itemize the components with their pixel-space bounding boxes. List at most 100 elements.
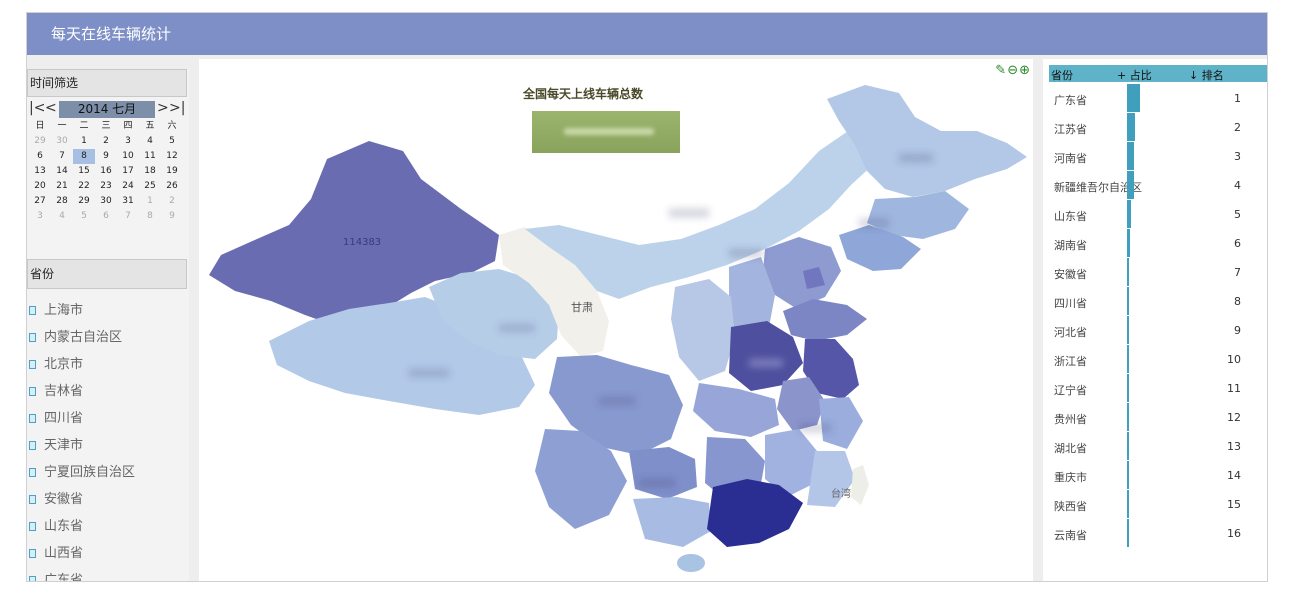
calendar-day[interactable]: 9 bbox=[169, 211, 175, 221]
region-yunnan[interactable] bbox=[535, 429, 627, 529]
region-jilin[interactable] bbox=[867, 191, 969, 239]
region-jiangxi[interactable] bbox=[765, 429, 817, 497]
calendar-day[interactable]: 7 bbox=[125, 211, 131, 221]
calendar-day[interactable]: 19 bbox=[166, 166, 178, 176]
region-inner-mongolia[interactable] bbox=[525, 115, 905, 299]
table-row[interactable]: 陕西省 15 bbox=[1049, 490, 1267, 519]
calendar-day[interactable]: 8 bbox=[73, 149, 95, 164]
table-row[interactable]: 云南省 16 bbox=[1049, 519, 1267, 548]
region-beijing[interactable] bbox=[803, 267, 825, 289]
table-row[interactable]: 新疆维吾尔自治区 4 bbox=[1049, 171, 1267, 200]
calendar-day[interactable]: 25 bbox=[144, 181, 156, 191]
calendar-day[interactable]: 3 bbox=[125, 136, 131, 146]
region-heilongjiang[interactable] bbox=[827, 85, 1027, 197]
region-zhejiang[interactable] bbox=[819, 397, 863, 449]
calendar-day[interactable]: 12 bbox=[166, 151, 178, 161]
province-list-item[interactable]: 上海市 bbox=[27, 297, 187, 324]
region-jiangsu[interactable] bbox=[803, 339, 859, 399]
region-taiwan[interactable] bbox=[851, 465, 869, 505]
edit-icon[interactable]: ✎ bbox=[995, 63, 1008, 78]
calendar-day[interactable]: 11 bbox=[144, 151, 156, 161]
table-row[interactable]: 河北省 9 bbox=[1049, 316, 1267, 345]
calendar-day[interactable]: 16 bbox=[100, 166, 112, 176]
column-header-share[interactable]: + 占比 bbox=[1117, 69, 1152, 82]
calendar-day[interactable]: 7 bbox=[59, 151, 65, 161]
column-header-rank[interactable]: ↓ 排名 bbox=[1189, 69, 1224, 82]
column-header-province[interactable]: 省份 bbox=[1051, 69, 1073, 82]
first-page-icon[interactable]: |< bbox=[29, 100, 46, 116]
province-list-item[interactable]: 宁夏回族自治区 bbox=[27, 459, 187, 486]
calendar-day[interactable]: 1 bbox=[81, 136, 87, 146]
province-list-item[interactable]: 内蒙古自治区 bbox=[27, 324, 187, 351]
calendar-day[interactable]: 30 bbox=[56, 136, 68, 146]
region-gansu[interactable] bbox=[499, 227, 609, 357]
region-qinghai[interactable] bbox=[429, 269, 559, 359]
province-list-item[interactable]: 安徽省 bbox=[27, 486, 187, 513]
table-row[interactable]: 湖南省 6 bbox=[1049, 229, 1267, 258]
calendar-day[interactable]: 10 bbox=[122, 151, 134, 161]
region-shanxi[interactable] bbox=[729, 257, 775, 341]
province-list-item[interactable]: 北京市 bbox=[27, 351, 187, 378]
calendar-day[interactable]: 2 bbox=[169, 196, 175, 206]
table-row[interactable]: 浙江省 10 bbox=[1049, 345, 1267, 374]
region-shandong[interactable] bbox=[783, 299, 867, 341]
calendar-day[interactable]: 2 bbox=[103, 136, 109, 146]
prev-month-icon[interactable]: < bbox=[45, 100, 57, 116]
month-label[interactable]: 2014 七月 bbox=[59, 101, 155, 118]
table-row[interactable]: 辽宁省 11 bbox=[1049, 374, 1267, 403]
calendar-day[interactable]: 20 bbox=[34, 181, 46, 191]
region-hainan[interactable] bbox=[677, 554, 705, 572]
calendar-day[interactable]: 17 bbox=[122, 166, 134, 176]
table-row[interactable]: 重庆市 14 bbox=[1049, 461, 1267, 490]
province-list-item[interactable]: 山西省 bbox=[27, 540, 187, 567]
calendar-day[interactable]: 5 bbox=[81, 211, 87, 221]
last-page-icon[interactable]: >| bbox=[169, 100, 186, 116]
calendar-day[interactable]: 23 bbox=[100, 181, 112, 191]
province-list-item[interactable]: 吉林省 bbox=[27, 378, 187, 405]
table-row[interactable]: 湖北省 13 bbox=[1049, 432, 1267, 461]
table-row[interactable]: 安徽省 7 bbox=[1049, 258, 1267, 287]
region-hubei[interactable] bbox=[693, 383, 779, 437]
province-list-item[interactable]: 广东省 bbox=[27, 567, 187, 581]
region-fujian[interactable] bbox=[807, 451, 855, 507]
table-row[interactable]: 山东省 5 bbox=[1049, 200, 1267, 229]
region-guangdong[interactable] bbox=[707, 479, 803, 547]
table-row[interactable]: 贵州省 12 bbox=[1049, 403, 1267, 432]
region-liaoning[interactable] bbox=[839, 225, 921, 271]
calendar-day[interactable]: 9 bbox=[103, 151, 109, 161]
calendar-day[interactable]: 18 bbox=[144, 166, 156, 176]
region-hebei[interactable] bbox=[763, 237, 841, 309]
calendar-day[interactable]: 29 bbox=[78, 196, 90, 206]
province-list-item[interactable]: 四川省 bbox=[27, 405, 187, 432]
region-shaanxi[interactable] bbox=[671, 279, 735, 381]
region-henan[interactable] bbox=[729, 321, 803, 391]
calendar-day[interactable]: 13 bbox=[34, 166, 46, 176]
calendar-day[interactable]: 1 bbox=[147, 196, 153, 206]
calendar-day[interactable]: 21 bbox=[56, 181, 68, 191]
calendar-day[interactable]: 31 bbox=[122, 196, 134, 206]
calendar-day[interactable]: 27 bbox=[34, 196, 46, 206]
province-list-item[interactable]: 天津市 bbox=[27, 432, 187, 459]
calendar-day[interactable]: 29 bbox=[34, 136, 46, 146]
calendar-day[interactable]: 28 bbox=[56, 196, 68, 206]
region-guizhou[interactable] bbox=[629, 447, 697, 499]
next-month-icon[interactable]: > bbox=[157, 100, 169, 116]
region-anhui[interactable] bbox=[777, 377, 825, 431]
calendar-day[interactable]: 4 bbox=[147, 136, 153, 146]
province-list-item[interactable]: 山东省 bbox=[27, 513, 187, 540]
region-guangxi[interactable] bbox=[633, 497, 711, 547]
calendar-day[interactable]: 15 bbox=[78, 166, 90, 176]
table-row[interactable]: 江苏省 2 bbox=[1049, 113, 1267, 142]
table-row[interactable]: 广东省 1 bbox=[1049, 84, 1267, 113]
calendar-day[interactable]: 6 bbox=[103, 211, 109, 221]
calendar-day[interactable]: 26 bbox=[166, 181, 178, 191]
table-row[interactable]: 四川省 8 bbox=[1049, 287, 1267, 316]
calendar-day[interactable]: 8 bbox=[147, 211, 153, 221]
calendar-day[interactable]: 30 bbox=[100, 196, 112, 206]
region-xinjiang[interactable] bbox=[209, 141, 499, 327]
calendar-day[interactable]: 3 bbox=[37, 211, 43, 221]
zoom-in-icon[interactable]: ⊕ bbox=[1019, 63, 1031, 78]
table-row[interactable]: 河南省 3 bbox=[1049, 142, 1267, 171]
calendar-day[interactable]: 14 bbox=[56, 166, 68, 176]
calendar-day[interactable]: 5 bbox=[169, 136, 175, 146]
